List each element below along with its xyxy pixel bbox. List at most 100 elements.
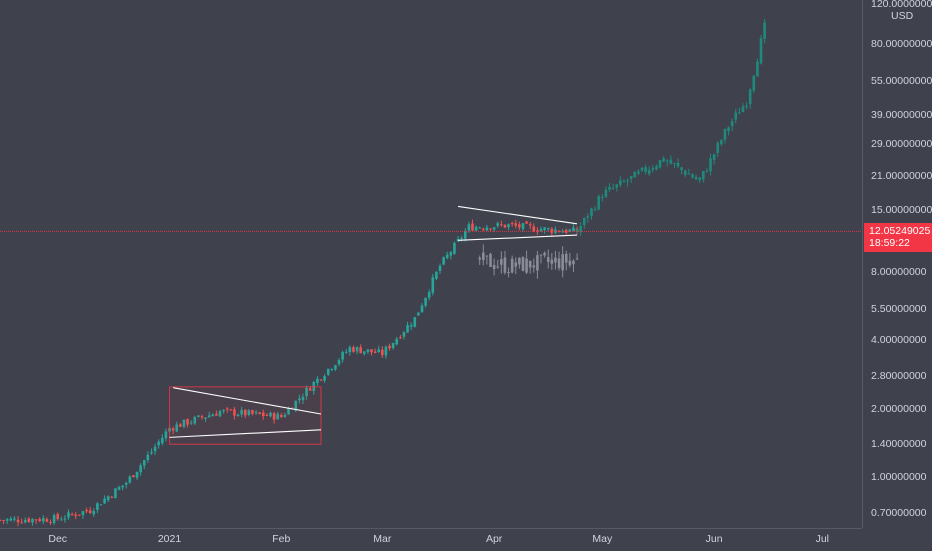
projection-candle <box>669 159 673 164</box>
price-candle <box>254 411 258 413</box>
projection-candle <box>601 196 604 199</box>
time-tick-label: May <box>592 533 613 545</box>
price-candle <box>60 519 63 521</box>
price-candle <box>74 514 78 517</box>
price-candle <box>240 410 243 415</box>
trendline <box>169 429 322 438</box>
price-candle <box>272 413 276 420</box>
price-candle <box>467 224 471 231</box>
price-candle <box>49 522 52 524</box>
price-candle <box>388 345 391 349</box>
price-tick-label: 120.00000000 <box>871 0 932 11</box>
price-candle <box>550 228 554 233</box>
price-candle <box>355 347 359 352</box>
projection-candle <box>651 168 655 170</box>
price-candle <box>362 351 366 354</box>
price-tick-label: 0.70000000 <box>871 506 927 519</box>
last-price-value: 12.05249025 <box>869 225 931 238</box>
price-candle <box>179 424 182 427</box>
price-candle <box>63 518 67 520</box>
price-candle <box>474 226 478 231</box>
price-candle <box>280 414 283 417</box>
price-candle <box>391 343 395 348</box>
ghost-projection-candle <box>575 258 579 260</box>
price-tick-label: 21.00000000 <box>871 170 932 183</box>
price-candle <box>463 231 467 239</box>
price-candle <box>496 223 500 226</box>
price-candle <box>121 485 124 488</box>
price-candle <box>438 265 442 271</box>
price-candle <box>334 365 337 370</box>
ghost-projection-candle <box>514 262 518 267</box>
price-tick-label: 55.00000000 <box>871 75 932 88</box>
price-candle <box>197 415 200 417</box>
price-candle <box>139 465 142 473</box>
ghost-projection-candle <box>554 257 557 263</box>
price-candle <box>161 437 164 444</box>
price-candle <box>359 347 362 354</box>
price-candle <box>34 519 38 521</box>
projection-candle <box>662 158 665 162</box>
price-axis[interactable]: USD 120.00000000 80.00000000 55.00000000 39… <box>862 0 932 528</box>
projection-candle <box>716 143 720 153</box>
projection-candle <box>748 89 752 105</box>
price-candle <box>31 518 34 523</box>
projection-candle <box>756 61 759 77</box>
projection-candle <box>738 112 741 114</box>
price-candle <box>189 422 193 424</box>
projection-candle <box>579 225 582 233</box>
price-candle <box>16 519 20 523</box>
projection-candle <box>745 106 748 108</box>
ghost-projection-candle <box>532 265 536 268</box>
price-candle <box>301 396 305 401</box>
time-tick-label: 2021 <box>157 533 182 545</box>
price-tick-label: 4.00000000 <box>871 334 927 347</box>
price-candle <box>521 223 525 229</box>
projection-candle <box>640 167 644 171</box>
price-candle <box>406 325 409 333</box>
price-candle <box>370 349 373 353</box>
time-axis[interactable]: Dec 2021 Feb Mar Apr May Jun Jul <box>0 528 862 551</box>
projection-candle <box>644 167 647 173</box>
price-candle <box>23 520 27 523</box>
price-candle <box>445 254 449 258</box>
price-candle <box>200 416 204 418</box>
price-candle <box>204 417 207 419</box>
price-candle <box>330 368 334 370</box>
chart-area[interactable] <box>0 0 862 528</box>
price-candle <box>261 412 265 417</box>
price-candle <box>344 351 348 353</box>
trendline <box>173 387 322 415</box>
trendline <box>458 234 578 241</box>
price-candle <box>373 351 377 353</box>
price-candle <box>236 414 240 417</box>
price-chart[interactable] <box>0 0 862 528</box>
projection-candle <box>734 112 738 120</box>
ghost-projection-candle <box>478 257 481 260</box>
price-candle <box>431 277 435 293</box>
ghost-projection-candle <box>550 259 554 264</box>
price-candle <box>460 237 463 239</box>
price-candle <box>561 231 564 233</box>
projection-candle <box>611 187 615 189</box>
price-candle <box>27 518 31 522</box>
price-candle <box>298 398 301 401</box>
last-price-badge: 12.05249025 18:59:22 <box>864 223 932 253</box>
price-candle <box>308 388 312 391</box>
ghost-projection-candle <box>518 257 521 265</box>
price-tick-label: 8.00000000 <box>871 265 927 278</box>
price-candle <box>99 504 103 506</box>
price-candle <box>218 411 222 417</box>
price-candle <box>45 519 49 522</box>
price-candle <box>283 414 287 417</box>
ghost-projection-candle <box>543 252 546 256</box>
projection-candle <box>691 174 694 178</box>
price-candle <box>492 227 496 230</box>
price-candle <box>85 510 88 512</box>
price-candle <box>276 413 280 420</box>
price-candle <box>316 378 319 384</box>
projection-candle <box>633 171 637 178</box>
ghost-projection-candle <box>496 266 500 268</box>
price-tick-label: 1.40000000 <box>871 438 927 451</box>
price-candle <box>211 414 215 417</box>
